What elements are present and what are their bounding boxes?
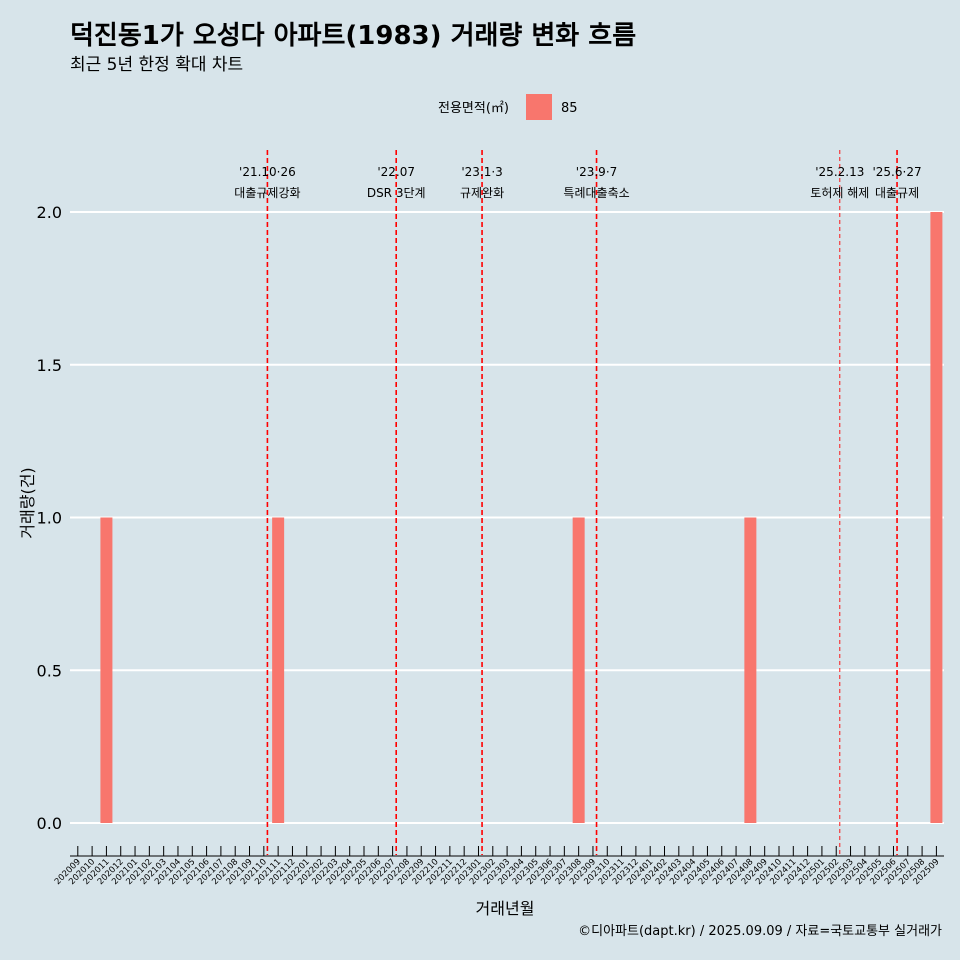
caption: ©디아파트(dapt.kr) / 2025.09.09 / 자료=국토교통부 실… (578, 924, 942, 939)
y-tick-label: 0.0 (37, 814, 62, 833)
event-date: '21.10·26 (239, 165, 296, 179)
bar (930, 212, 943, 823)
bar (744, 517, 757, 823)
event-date: '23.9·7 (576, 165, 617, 179)
legend-swatch (526, 94, 552, 120)
legend-label: 85 (561, 101, 578, 116)
y-tick-label: 0.5 (37, 661, 62, 680)
x-axis-title: 거래년월 (476, 899, 535, 918)
bar (272, 517, 285, 823)
event-label: 대출규제강화 (234, 186, 300, 200)
bar (572, 517, 585, 823)
event-label: 특례대출축소 (563, 186, 629, 200)
y-tick-label: 1.5 (37, 356, 62, 375)
legend-title: 전용면적(㎡) (438, 101, 509, 116)
event-label: 토허제 해제 (810, 186, 869, 200)
chart-subtitle: 최근 5년 한정 확대 차트 (70, 55, 243, 75)
event-date: '25.6·27 (872, 165, 921, 179)
event-label: DSR 3단계 (367, 186, 426, 200)
event-date: '23.1·3 (461, 165, 502, 179)
event-label: 규제완화 (460, 186, 504, 200)
event-label: 대출규제 (875, 186, 919, 200)
y-axis-title: 거래량(건) (18, 467, 37, 538)
event-date: '25.2.13 (815, 165, 864, 179)
event-date: '22.07 (377, 165, 415, 179)
y-tick-label: 1.0 (37, 509, 62, 528)
y-tick-label: 2.0 (37, 203, 62, 222)
chart-title: 덕진동1가 오성다 아파트(1983) 거래량 변화 흐름 (70, 21, 636, 51)
legend: 전용면적(㎡) 85 (438, 94, 578, 120)
bar (100, 517, 113, 823)
